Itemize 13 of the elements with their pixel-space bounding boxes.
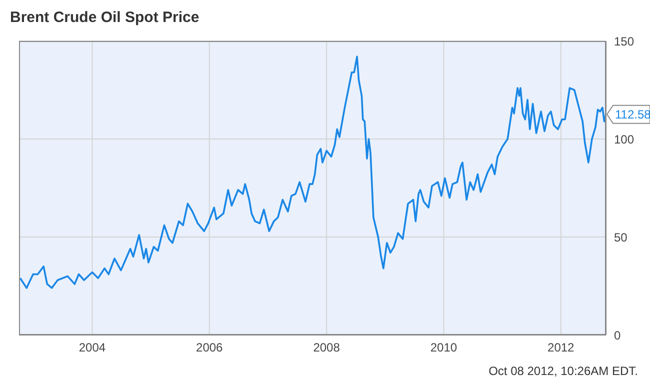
x-tick-label: 2004 [78,340,106,355]
y-tick-label: 0 [614,328,621,342]
y-tick-label: 100 [614,132,634,146]
text: Oct 08 2012, 10:26AM EDT. [488,364,638,378]
x-tick-label: 2010 [430,340,458,355]
y-tick-label: 50 [614,230,628,244]
chart-title: Brent Crude Oil Spot Price [10,9,200,26]
x-tick-label: 2006 [196,340,224,355]
line-series [19,56,606,289]
y-tick-label: 150 [614,34,634,48]
annotation: 112.58 [615,107,650,122]
x-tick-label: 2008 [313,340,340,355]
x-tick-label: 2012 [548,340,575,355]
